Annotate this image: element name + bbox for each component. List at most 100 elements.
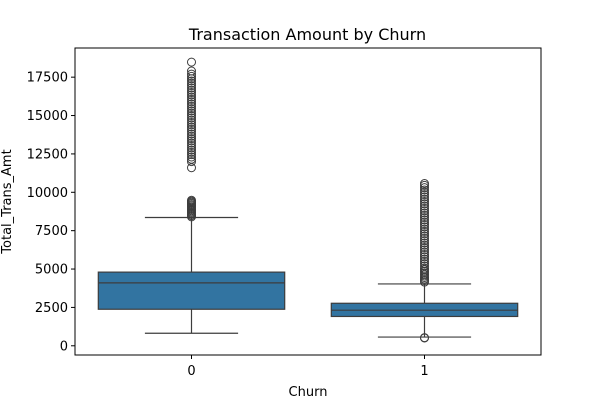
outlier-point [420, 194, 429, 204]
plot-frame [74, 47, 542, 356]
outlier-point [187, 92, 196, 102]
outlier-point [187, 57, 196, 67]
outlier-point [420, 203, 429, 213]
outlier-point [420, 263, 429, 273]
y-tick-label: 17500 [27, 71, 68, 86]
outlier-point [187, 140, 196, 150]
outlier-point [187, 113, 196, 123]
outlier-point [420, 222, 429, 232]
outlier-point [420, 201, 429, 211]
outlier-point [420, 333, 429, 343]
outlier-point [187, 69, 196, 79]
outlier-point [187, 108, 196, 118]
y-tick-label: 10000 [27, 186, 68, 201]
x-tick-label: 0 [187, 364, 195, 379]
outlier-point [420, 215, 429, 225]
outlier-point [420, 261, 429, 271]
y-axis-ticks: 0 2500 5000 7500 10000 12500 15000 17500 [27, 71, 75, 354]
chart-title: Transaction Amount by Churn [188, 25, 426, 44]
outlier-point [187, 111, 196, 121]
outlier-point [420, 252, 429, 262]
y-tick-label: 5000 [35, 263, 68, 278]
outlier-point [420, 183, 429, 193]
y-tick-label: 15000 [27, 109, 68, 124]
box-1 [330, 179, 519, 343]
outlier-point [187, 71, 196, 81]
outlier-point [187, 120, 196, 130]
outlier-point [187, 195, 196, 205]
outlier-point [187, 104, 196, 114]
outlier-point [420, 213, 429, 223]
outlier-point [420, 179, 429, 189]
outlier-point [420, 249, 429, 259]
x-axis-label: Churn [289, 385, 328, 400]
outlier-point [187, 138, 196, 148]
outlier-point [187, 66, 196, 76]
outlier-point [420, 210, 429, 220]
outlier-point [187, 145, 196, 155]
outlier-point [187, 122, 196, 132]
outlier-point [187, 136, 196, 146]
outlier-point [187, 157, 196, 167]
outlier-point [420, 220, 429, 230]
outlier-point [187, 134, 196, 144]
outlier-point [420, 206, 429, 216]
outlier-point [187, 81, 196, 91]
outlier-point [420, 226, 429, 236]
outlier-point [187, 94, 196, 104]
outlier-point [187, 106, 196, 116]
y-tick-label: 12500 [27, 147, 68, 162]
outlier-point [420, 245, 429, 255]
outlier-point [187, 154, 196, 164]
outlier-point [187, 101, 196, 111]
iqr-box [97, 271, 286, 310]
x-tick-label: 1 [420, 364, 428, 379]
box-0 [97, 57, 286, 334]
y-tick-label: 7500 [35, 224, 68, 239]
outlier-point [420, 217, 429, 227]
outlier-point [420, 238, 429, 248]
outlier-point [420, 190, 429, 200]
outlier-point [420, 231, 429, 241]
outlier-point [420, 229, 429, 239]
y-axis-label: Total_Trans_Amt [0, 149, 15, 254]
outlier-point [420, 192, 429, 202]
outlier-point [187, 83, 196, 93]
outlier-point [187, 76, 196, 86]
box-series [97, 57, 519, 343]
outlier-point [420, 259, 429, 269]
outlier-point [187, 99, 196, 109]
outlier-point [187, 97, 196, 107]
outlier-point [187, 127, 196, 137]
outlier-point [187, 117, 196, 127]
outlier-point [420, 187, 429, 197]
outlier-point [420, 224, 429, 234]
outlier-point [420, 185, 429, 195]
outlier-point [187, 152, 196, 162]
outlier-point [420, 256, 429, 266]
outlier-point [420, 236, 429, 246]
outlier-point [420, 247, 429, 257]
outlier-point [187, 143, 196, 153]
outlier-point [420, 233, 429, 243]
outlier-point [187, 88, 196, 98]
outlier-point [187, 147, 196, 157]
y-tick-label: 0 [60, 339, 68, 354]
outlier-point [420, 240, 429, 250]
outlier-point [187, 129, 196, 139]
outlier-point [187, 131, 196, 141]
outlier-point [187, 124, 196, 134]
outlier-point [187, 85, 196, 95]
outlier-point [187, 90, 196, 100]
outlier-point [420, 243, 429, 253]
outlier-point [187, 78, 196, 88]
outlier-point [420, 197, 429, 206]
y-tick-label: 2500 [35, 301, 68, 316]
outlier-point [420, 199, 429, 209]
outlier-point [187, 150, 196, 160]
outlier-point [420, 208, 429, 218]
outlier-point [187, 115, 196, 125]
outlier-point [420, 254, 429, 264]
